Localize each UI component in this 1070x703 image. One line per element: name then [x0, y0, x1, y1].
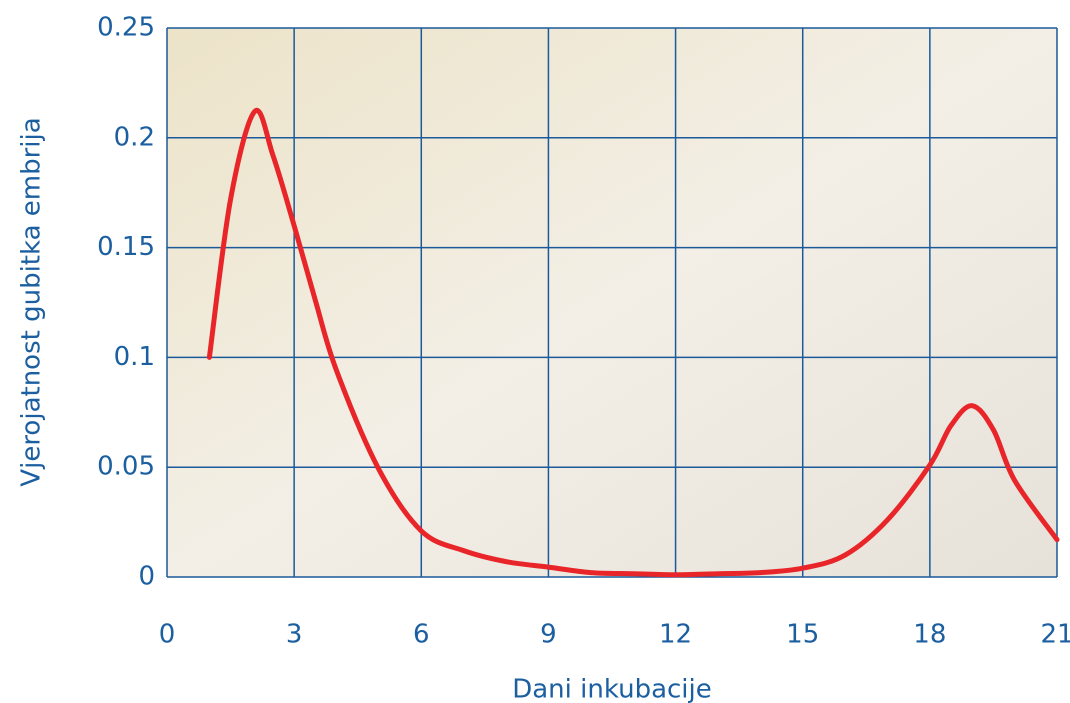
x-tick-label: 0	[159, 620, 176, 650]
x-tick-label: 18	[913, 620, 946, 650]
x-tick-label: 12	[659, 620, 692, 650]
y-tick-label: 0	[138, 562, 155, 592]
chart: Dani inkubacije Vjerojatnost gubitka emb…	[0, 0, 1070, 703]
x-tick-label: 21	[1040, 620, 1070, 650]
x-tick-label: 3	[286, 620, 303, 650]
plot-background	[167, 28, 1057, 577]
x-tick-label: 9	[540, 620, 557, 650]
y-tick-label: 0.25	[97, 13, 155, 43]
y-axis-title: Vjerojatnost gubitka embrija	[17, 117, 47, 486]
y-tick-label: 0.2	[114, 122, 155, 152]
x-tick-label: 15	[786, 620, 819, 650]
x-axis-title: Dani inkubacije	[512, 675, 712, 703]
y-tick-label: 0.15	[97, 232, 155, 262]
page: {"chart_data": {"type": "line", "x_label…	[0, 0, 1070, 703]
y-tick-label: 0.05	[97, 452, 155, 482]
y-tick-label: 0.1	[114, 342, 155, 372]
x-tick-label: 6	[413, 620, 430, 650]
